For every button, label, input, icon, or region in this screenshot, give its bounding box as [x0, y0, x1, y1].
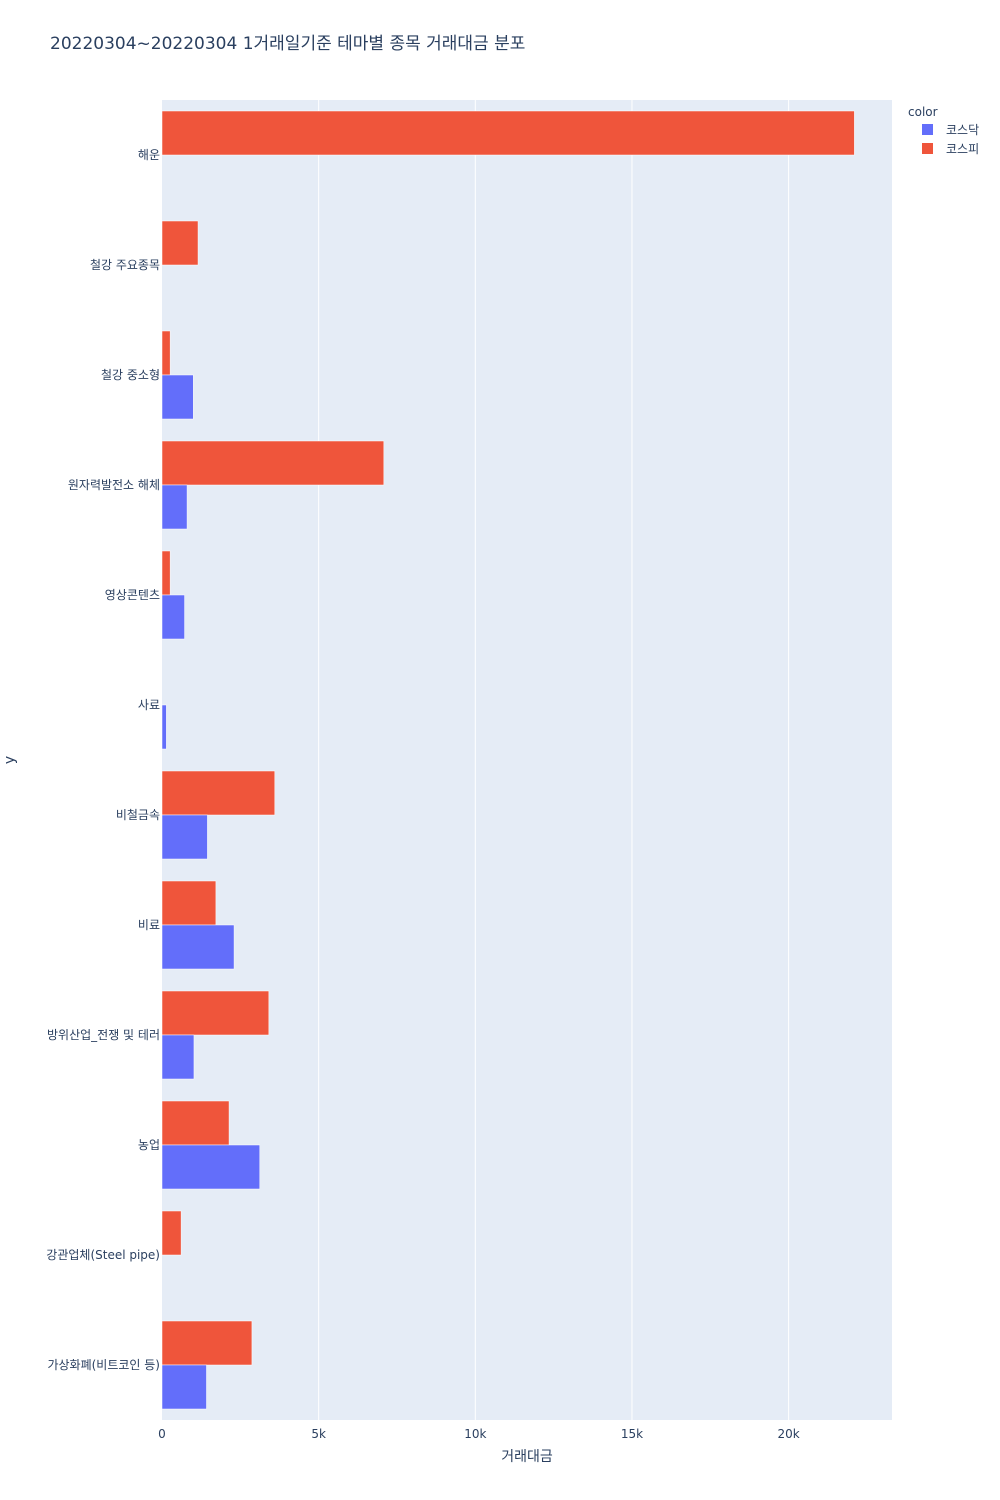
bar-kospi[interactable]	[161, 440, 385, 486]
x-tick-label: 20k	[778, 1427, 800, 1441]
legend-label[interactable]: 코스피	[946, 142, 979, 156]
x-tick-labels: 0 5k 10k 15k 20k	[158, 1427, 800, 1441]
y-tick-label: 철강 주요종목	[90, 258, 160, 272]
y-tick-label: 해운	[138, 148, 160, 162]
x-tick-label: 15k	[621, 1427, 643, 1441]
bar-kospi[interactable]	[161, 550, 171, 596]
y-tick-label: 농업	[138, 1138, 160, 1152]
bar-kospi[interactable]	[161, 220, 199, 266]
bar-kospi[interactable]	[161, 880, 217, 926]
bar-kosdaq[interactable]	[161, 484, 188, 530]
chart-title: 20220304~20220304 1거래일기준 테마별 종목 거래대금 분포	[50, 34, 525, 54]
x-tick-label: 5k	[311, 1427, 326, 1441]
legend-label[interactable]: 코스닥	[946, 123, 979, 137]
y-tick-label: 비철금속	[116, 808, 160, 822]
bar-kosdaq[interactable]	[161, 704, 167, 750]
bar-kospi[interactable]	[161, 990, 270, 1036]
y-tick-label: 철강 중소형	[101, 368, 160, 382]
x-tick-label: 10k	[464, 1427, 486, 1441]
x-axis-title: 거래대금	[501, 1449, 553, 1465]
bar-kospi[interactable]	[161, 770, 276, 816]
bar-kosdaq[interactable]	[161, 814, 208, 860]
grid-lines	[318, 100, 790, 1420]
bar-kosdaq[interactable]	[161, 594, 185, 640]
bars[interactable]	[161, 110, 855, 1410]
x-tick-label: 0	[158, 1427, 166, 1441]
plot-area	[162, 100, 892, 1420]
y-tick-label: 강관업체(Steel pipe)	[46, 1248, 160, 1262]
bar-kospi[interactable]	[161, 330, 171, 376]
y-tick-label: 사료	[138, 698, 160, 712]
bar-kosdaq[interactable]	[161, 1144, 261, 1190]
y-tick-label: 비료	[138, 918, 160, 932]
legend-swatch[interactable]	[922, 124, 933, 135]
y-tick-label: 영상콘텐츠	[105, 588, 160, 602]
legend-title: color	[908, 105, 938, 119]
y-tick-label: 가상화폐(비트코인 등)	[47, 1358, 160, 1372]
bar-kosdaq[interactable]	[161, 1364, 207, 1410]
y-tick-label: 원자력발전소 해체	[68, 478, 160, 492]
y-tick-label: 방위산업_전쟁 및 테러	[47, 1028, 160, 1042]
bar-kospi[interactable]	[161, 110, 855, 156]
bar-kosdaq[interactable]	[161, 1034, 195, 1080]
y-axis-title: y	[2, 756, 18, 764]
bar-kospi[interactable]	[161, 1100, 230, 1146]
bar-kospi[interactable]	[161, 1320, 253, 1366]
bar-kospi[interactable]	[161, 1210, 182, 1256]
bar-kosdaq[interactable]	[161, 374, 194, 420]
bar-kosdaq[interactable]	[161, 924, 235, 970]
legend-swatch[interactable]	[922, 143, 933, 154]
